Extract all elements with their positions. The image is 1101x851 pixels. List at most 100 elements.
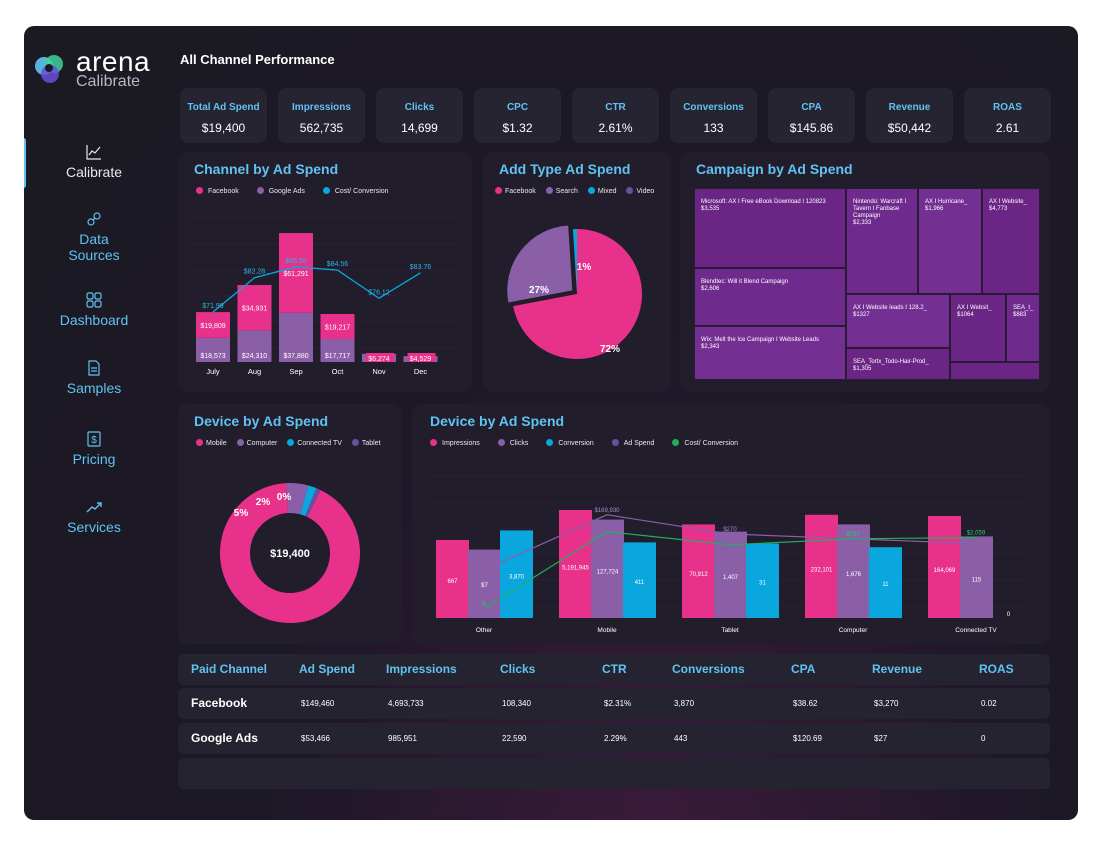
treemap-cell[interactable]: AX I Websit_ $1064 xyxy=(950,294,1006,362)
sidebar: arena Calibrate Calibrate Data Sources D… xyxy=(24,26,164,820)
column-header[interactable]: Ad Spend xyxy=(299,662,355,676)
legend-label: Ad Spend xyxy=(623,440,655,447)
nav-item-data-sources[interactable]: Data Sources xyxy=(24,211,164,263)
nav-item-calibrate[interactable]: Calibrate xyxy=(24,144,164,180)
pie-slice-facebook[interactable] xyxy=(513,229,642,359)
nav-item-pricing[interactable]: $ Pricing xyxy=(24,431,164,467)
column-header[interactable]: CPA xyxy=(791,662,816,676)
column-header[interactable]: Conversions xyxy=(672,662,745,676)
legend-label: Clicks xyxy=(509,440,529,447)
legend-item[interactable]: Connected TV xyxy=(287,439,342,447)
data-label: $19,809 xyxy=(200,323,225,330)
table-cell: 3,870 xyxy=(674,699,695,708)
bar-google-ads[interactable] xyxy=(237,330,272,362)
bar-impressions[interactable] xyxy=(559,510,592,618)
chart-legend: Mobile Computer Connected TV Tablet xyxy=(196,439,381,447)
kpi-card[interactable]: Clicks 14,699 xyxy=(376,88,463,143)
table-row[interactable]: Google Ads $53,466 985,951 22,590 2.29% 443 $1… xyxy=(178,723,1050,754)
bar-impressions[interactable] xyxy=(928,516,961,618)
column-header[interactable]: ROAS xyxy=(979,662,1014,676)
bar-clicks[interactable] xyxy=(468,549,501,618)
bar-google-ads[interactable] xyxy=(196,337,230,362)
brand-logo[interactable]: arena Calibrate xyxy=(32,48,162,90)
treemap-cell[interactable]: AX I Website leads I 128.2_ $1327 xyxy=(846,294,950,348)
column-header[interactable]: Revenue xyxy=(872,662,923,676)
nav-item-dashboard[interactable]: Dashboard xyxy=(24,292,164,328)
pie-slice-search[interactable] xyxy=(507,225,573,303)
data-label: 115 xyxy=(972,577,982,583)
donut-slice-computer[interactable] xyxy=(286,483,309,515)
column-header[interactable]: Impressions xyxy=(386,662,457,676)
page-title: All Channel Performance xyxy=(180,52,335,67)
kpi-label: Impressions xyxy=(292,102,351,113)
bar-facebook[interactable] xyxy=(320,313,355,339)
table-cell: $3,270 xyxy=(874,699,899,708)
legend-item[interactable]: Cost/ Conversion xyxy=(672,439,738,447)
treemap-cell[interactable]: Microsoft: AX I Free eBook Download I 12… xyxy=(694,188,846,268)
legend-item[interactable]: Ad Spend xyxy=(611,439,655,447)
treemap-cell-value: $4,773 xyxy=(989,206,1008,212)
legend-item[interactable]: Mixed xyxy=(587,187,617,195)
kpi-card[interactable]: Revenue $50,442 xyxy=(866,88,953,143)
legend-item[interactable]: Video xyxy=(626,187,654,195)
bar-conversion[interactable] xyxy=(869,547,902,618)
kpi-card[interactable]: Impressions 562,735 xyxy=(278,88,365,143)
nav-item-services[interactable]: Services xyxy=(24,499,164,535)
treemap-cell[interactable]: AX I Website_ $4,773 xyxy=(982,188,1040,294)
bar-clicks[interactable] xyxy=(714,531,747,618)
kpi-card[interactable]: ROAS 2.61 xyxy=(964,88,1051,143)
bar-google-ads[interactable] xyxy=(320,338,355,362)
bar-facebook[interactable] xyxy=(196,312,230,338)
ad-spend-line xyxy=(483,514,977,571)
treemap-cell[interactable]: AX I Hurricane_ $1,966 xyxy=(918,188,982,294)
nav-item-samples[interactable]: Samples xyxy=(24,360,164,396)
legend-item[interactable]: Mobile xyxy=(196,439,227,447)
device-donut-card: Device by Ad Spend Mobile Computer Conne… xyxy=(178,404,402,644)
legend-item[interactable]: Computer xyxy=(236,439,277,447)
bar-conversion[interactable] xyxy=(746,543,779,618)
nav-label: Pricing xyxy=(72,451,116,467)
legend-item[interactable]: Cost/ Conversion xyxy=(322,187,389,195)
treemap-cell-name: Blendtec: Will it Blend Campaign xyxy=(701,279,789,285)
kpi-card[interactable]: CTR 2.61% xyxy=(572,88,659,143)
legend-item[interactable]: Search xyxy=(545,187,578,195)
column-header[interactable]: Clicks xyxy=(500,662,536,676)
kpi-card[interactable]: CPC $1.32 xyxy=(474,88,561,143)
arena-logo-icon xyxy=(35,55,63,83)
bar-facebook[interactable] xyxy=(279,233,313,313)
bar-google-ads[interactable] xyxy=(279,312,313,362)
donut-slice-mobile[interactable] xyxy=(219,483,360,623)
table-row[interactable]: Facebook $149,460 4,693,733 108,340 $2.31% 3,… xyxy=(178,688,1050,719)
donut-slice-connected-tv[interactable] xyxy=(300,485,317,516)
pie-slice-mixed[interactable] xyxy=(572,229,577,294)
legend-item[interactable]: Impressions xyxy=(430,439,480,447)
bar-facebook[interactable] xyxy=(237,284,272,331)
bar-conversion[interactable] xyxy=(500,530,533,618)
legend-item[interactable]: Tablet xyxy=(351,439,381,447)
column-header[interactable]: Paid Channel xyxy=(191,662,268,676)
legend-item[interactable]: Facebook xyxy=(196,187,239,195)
treemap-cell[interactable]: Wix: Melt the Ice Campaign I Website Lea… xyxy=(694,326,846,380)
legend-item[interactable]: Facebook xyxy=(495,187,536,195)
donut-slice-tablet[interactable] xyxy=(305,488,321,517)
kpi-card[interactable]: CPA $145.86 xyxy=(768,88,855,143)
column-header[interactable]: CTR xyxy=(602,662,627,676)
treemap-cell-unlabeled[interactable] xyxy=(950,362,1040,380)
bar-clicks[interactable] xyxy=(591,519,624,618)
legend-item[interactable]: Google Ads xyxy=(256,187,305,195)
bar-clicks[interactable] xyxy=(837,524,870,618)
kpi-card[interactable]: Conversions 133 xyxy=(670,88,757,143)
kpi-card[interactable]: Total Ad Spend $19,400 xyxy=(180,88,267,143)
treemap-cell[interactable]: Nintendo: Warcraft I Tavern I Fanbase Ca… xyxy=(846,188,918,294)
legend-item[interactable]: Conversion xyxy=(546,439,594,447)
treemap-cell[interactable]: Blendtec: Will it Blend Campaign $2,606 xyxy=(694,268,846,326)
legend-item[interactable]: Clicks xyxy=(497,439,529,447)
treemap-cell[interactable]: SEA_t_ $883 xyxy=(1006,294,1040,362)
bar-impressions[interactable] xyxy=(436,540,469,618)
bar-conversion[interactable] xyxy=(623,542,656,618)
bar-clicks[interactable] xyxy=(960,536,993,618)
x-tick-label: Connected TV xyxy=(955,627,997,634)
bar-impressions[interactable] xyxy=(805,514,838,618)
legend-label: Connected TV xyxy=(297,440,342,447)
treemap-cell[interactable]: SEA_Tortx_Todo-Hair-Prod_ $1,305 xyxy=(846,348,950,380)
